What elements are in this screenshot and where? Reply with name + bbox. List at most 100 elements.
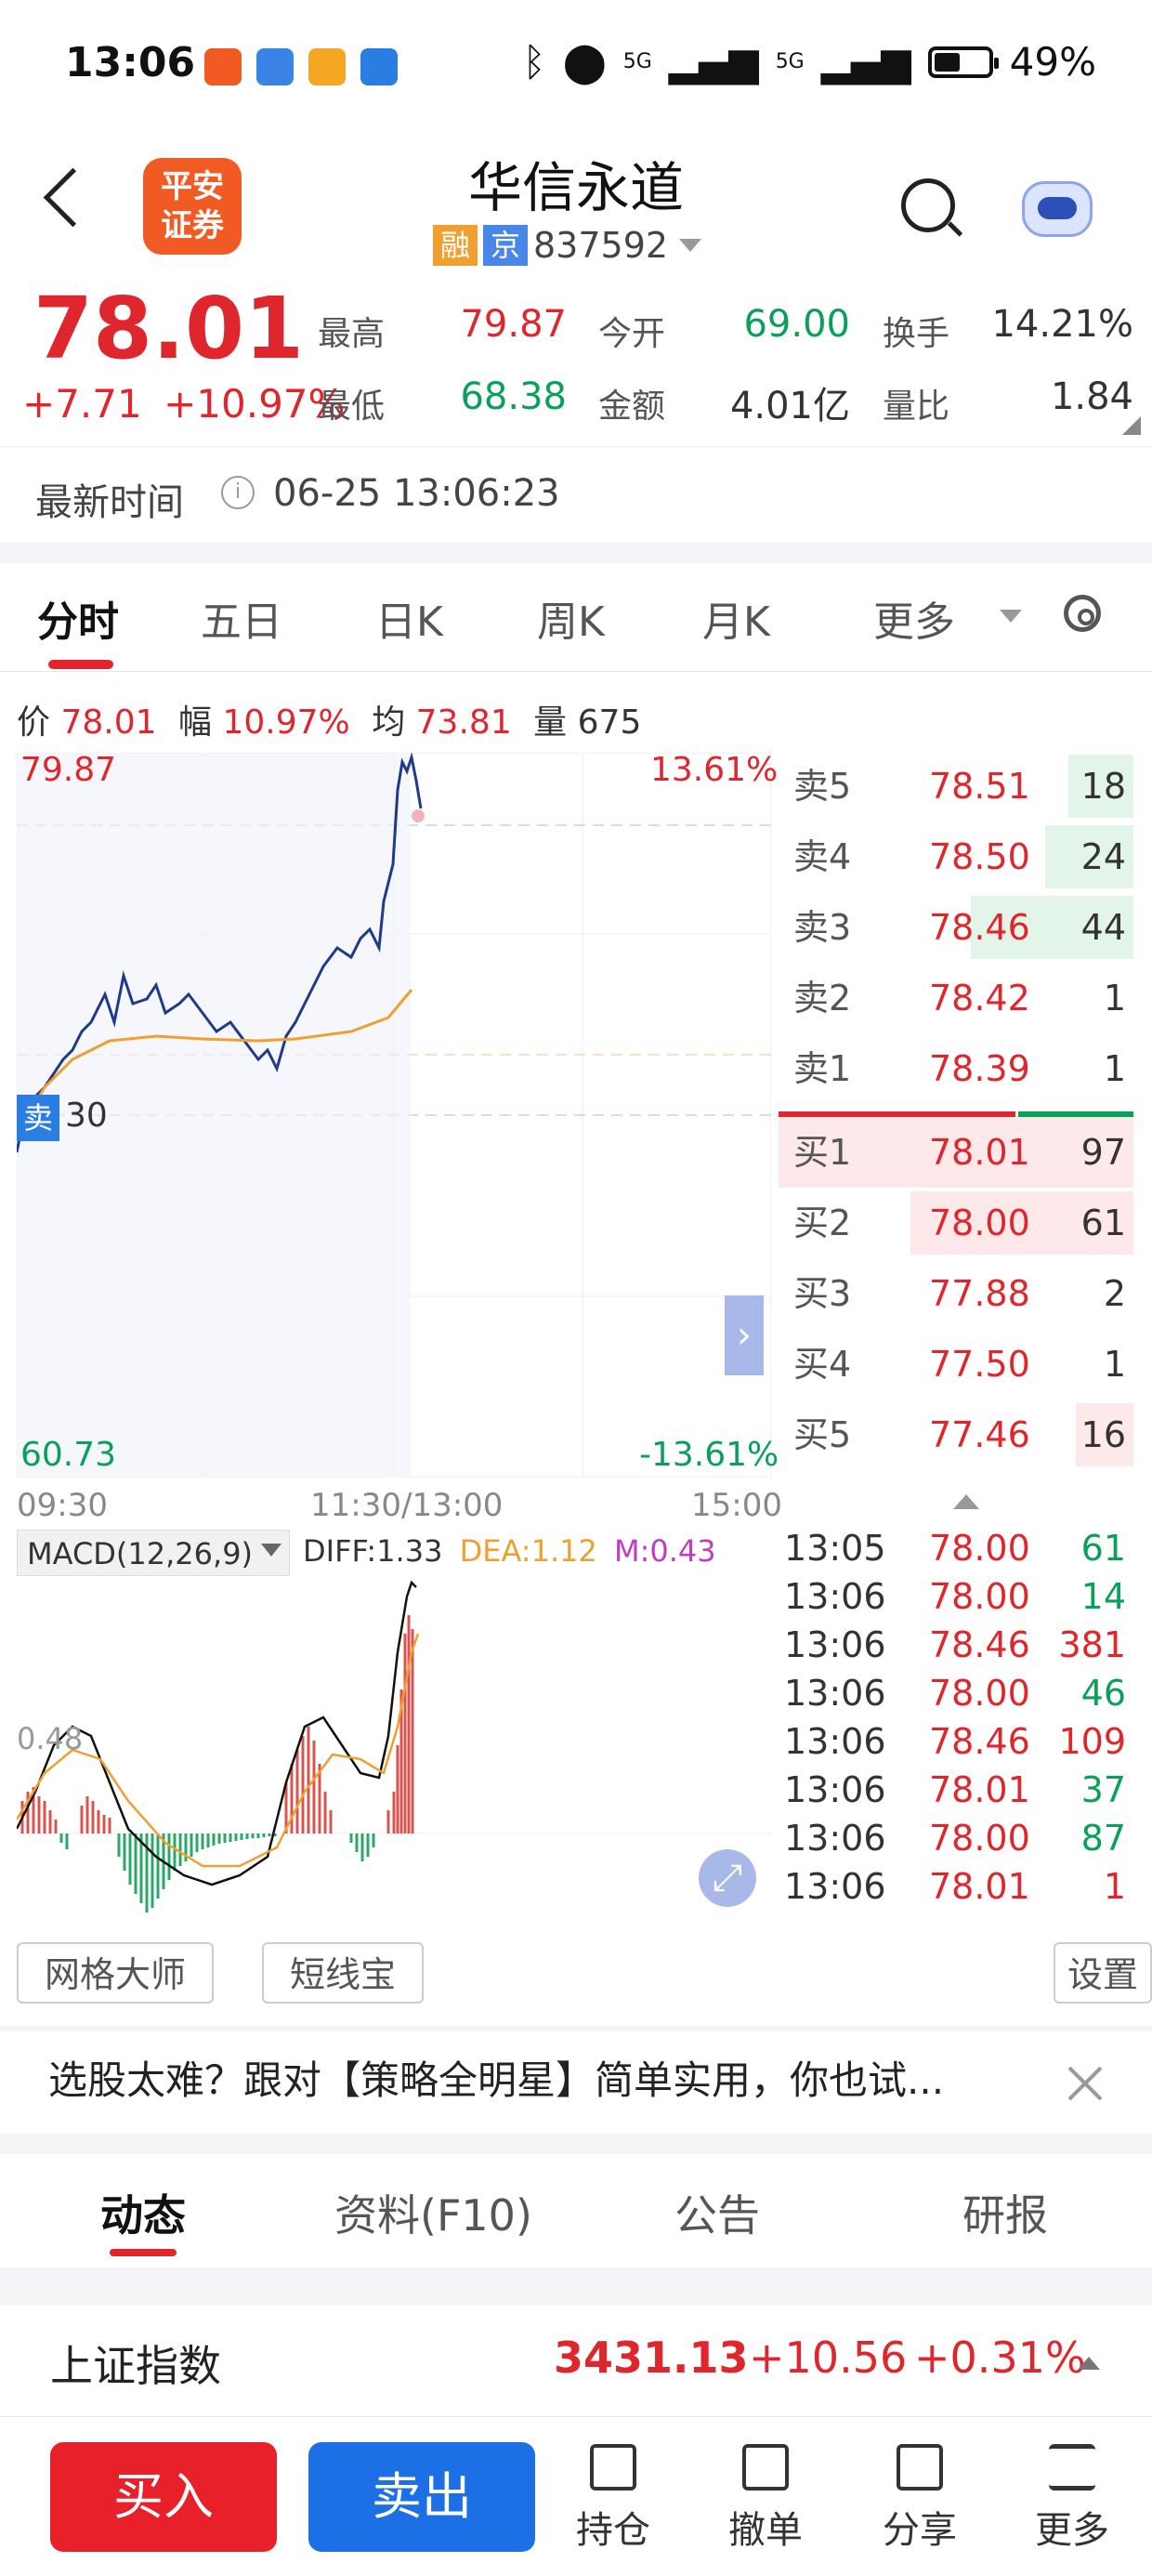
tick-vol: 61 xyxy=(1080,1528,1126,1569)
tick-row: 13:06 78.46 109 xyxy=(779,1717,1133,1766)
ask-vol: 24 xyxy=(1080,836,1126,877)
ask-vol: 1 xyxy=(1103,978,1126,1019)
change-percent: +10.97% xyxy=(164,381,346,427)
ask-price: 78.51 xyxy=(929,766,1030,807)
holdings-button[interactable]: 持仓 xyxy=(557,2444,669,2554)
tick-time: 13:06 xyxy=(784,1576,886,1617)
promo-banner[interactable]: 选股太难？跟对【策略全明星】简单实用，你也试... xyxy=(48,2057,945,2103)
info-avg-label: 均 xyxy=(372,703,406,742)
info-icon[interactable]: i xyxy=(221,476,255,509)
ask-vol: 44 xyxy=(1080,907,1126,948)
car-app-icon xyxy=(360,48,398,85)
ask-row-4[interactable]: 卖4 78.50 24 xyxy=(779,821,1133,892)
logo-line2: 证券 xyxy=(161,207,224,244)
ask-row-2[interactable]: 卖2 78.42 1 xyxy=(779,963,1133,1033)
ask-row-3[interactable]: 卖3 78.46 44 xyxy=(779,892,1133,963)
ask-price: 78.46 xyxy=(929,907,1030,948)
bid-vol: 97 xyxy=(1080,1132,1126,1173)
bid-row-4[interactable]: 买4 77.50 1 xyxy=(779,1329,1133,1400)
fullscreen-icon[interactable]: ⤢ xyxy=(699,1849,756,1907)
cancel-order-label: 撤单 xyxy=(728,2509,803,2552)
tab-daily-k[interactable]: 日K xyxy=(375,598,443,646)
divider xyxy=(0,446,1152,447)
ask-price: 78.42 xyxy=(929,978,1030,1019)
tab-announcements[interactable]: 公告 xyxy=(674,2190,760,2241)
tick-price: 78.00 xyxy=(929,1528,1030,1569)
holdings-icon xyxy=(590,2444,636,2491)
index-name[interactable]: 上证指数 xyxy=(50,2341,221,2391)
ask-row-1[interactable]: 卖1 78.39 1 xyxy=(779,1033,1133,1104)
macd-chart[interactable] xyxy=(17,1578,771,1922)
settings-button[interactable]: 设置 xyxy=(1054,1942,1152,2004)
vol-ratio-value: 1.84 xyxy=(1050,375,1133,418)
signal2-icon: ▂▄▆ xyxy=(820,39,911,85)
low-value: 68.38 xyxy=(460,375,567,418)
exchange-tag: 京 xyxy=(483,225,528,266)
vol-ratio-label: 量比 xyxy=(883,388,950,426)
ask-row-5[interactable]: 卖5 78.51 18 xyxy=(779,751,1133,821)
update-label: 最新时间 xyxy=(35,481,184,524)
tick-time: 13:06 xyxy=(784,1624,886,1665)
more-button[interactable]: 更多 xyxy=(1016,2444,1128,2554)
gear-icon[interactable] xyxy=(1064,595,1101,632)
ask-name: 卖3 xyxy=(793,907,852,948)
tick-vol: 14 xyxy=(1080,1576,1126,1617)
chevron-down-icon xyxy=(679,239,702,252)
sell-button[interactable]: 卖出 xyxy=(308,2442,535,2552)
sell-marker[interactable]: 卖 xyxy=(17,1095,59,1141)
search-icon[interactable] xyxy=(901,178,955,232)
index-value: 3431.13 xyxy=(554,2333,749,2383)
tab-more[interactable]: 更多 xyxy=(873,598,955,646)
tab-research[interactable]: 研报 xyxy=(962,2190,1048,2241)
short-term-button[interactable]: 短线宝 xyxy=(262,1942,424,2004)
elapsed-shade xyxy=(17,753,411,1478)
macd-label: MACD(12,26,9) xyxy=(27,1536,254,1571)
chart-app-icon xyxy=(256,48,294,85)
stock-tags[interactable]: 融 京 837592 xyxy=(433,225,702,266)
macd-selector[interactable]: MACD(12,26,9) xyxy=(17,1530,290,1576)
expand-panel-button[interactable]: › xyxy=(725,1295,764,1375)
turnover-value: 14.21% xyxy=(991,303,1133,346)
bid-name: 买4 xyxy=(793,1344,852,1385)
battery-text: 49% xyxy=(1009,39,1096,85)
tab-f10[interactable]: 资料(F10) xyxy=(334,2190,532,2241)
macd-side-value: 0.48 xyxy=(17,1721,84,1756)
status-time: 13:06 xyxy=(65,39,196,86)
buy-button[interactable]: 买入 xyxy=(50,2442,277,2552)
assistant-robot-icon[interactable] xyxy=(1022,181,1093,237)
bid-row-5[interactable]: 买5 77.46 16 xyxy=(779,1400,1133,1470)
time-mid-label: 11:30/13:00 xyxy=(310,1487,504,1524)
tab-weekly-k[interactable]: 周K xyxy=(537,598,605,646)
bid-vol: 16 xyxy=(1080,1414,1126,1455)
expand-corner-icon[interactable] xyxy=(1122,416,1141,435)
battery-icon xyxy=(927,46,999,78)
expand-up-icon[interactable] xyxy=(1078,2357,1100,2370)
bid-vol: 1 xyxy=(1103,1344,1126,1385)
cancel-order-button[interactable]: 撤单 xyxy=(710,2444,821,2554)
bid-name: 买2 xyxy=(793,1203,852,1243)
open-value: 69.00 xyxy=(743,303,850,346)
order-book: 卖5 78.51 18 卖4 78.50 24 卖3 78.46 44 卖2 78.42 1 卖… xyxy=(779,751,1133,1476)
tick-row: 13:05 78.00 61 xyxy=(779,1524,1133,1572)
more-chevron-icon xyxy=(1000,610,1022,623)
share-button[interactable]: 分享 xyxy=(864,2444,975,2554)
intraday-chart[interactable] xyxy=(17,753,771,1478)
info-price-label: 价 xyxy=(17,703,51,742)
ticks-collapse-icon[interactable] xyxy=(953,1494,979,1509)
tab-five-day[interactable]: 五日 xyxy=(201,598,282,646)
tab-news[interactable]: 动态 xyxy=(100,2190,186,2241)
tick-price: 78.46 xyxy=(929,1721,1030,1762)
current-point xyxy=(412,809,425,822)
buy-strength-bar xyxy=(779,1111,1015,1117)
bid-row-3[interactable]: 买3 77.88 2 xyxy=(779,1258,1133,1329)
section-band xyxy=(0,543,1152,563)
pingan-app-icon xyxy=(204,48,242,85)
tab-intraday[interactable]: 分时 xyxy=(37,598,119,646)
tick-vol: 37 xyxy=(1080,1769,1126,1810)
tick-vol: 1 xyxy=(1103,1866,1126,1907)
bid-row-2[interactable]: 买2 78.00 61 xyxy=(779,1188,1133,1258)
tab-monthly-k[interactable]: 月K xyxy=(702,598,770,646)
bid-row-1[interactable]: 买1 78.01 97 xyxy=(779,1117,1133,1188)
close-icon[interactable] xyxy=(1067,2065,1104,2102)
grid-master-button[interactable]: 网格大师 xyxy=(17,1942,214,2004)
